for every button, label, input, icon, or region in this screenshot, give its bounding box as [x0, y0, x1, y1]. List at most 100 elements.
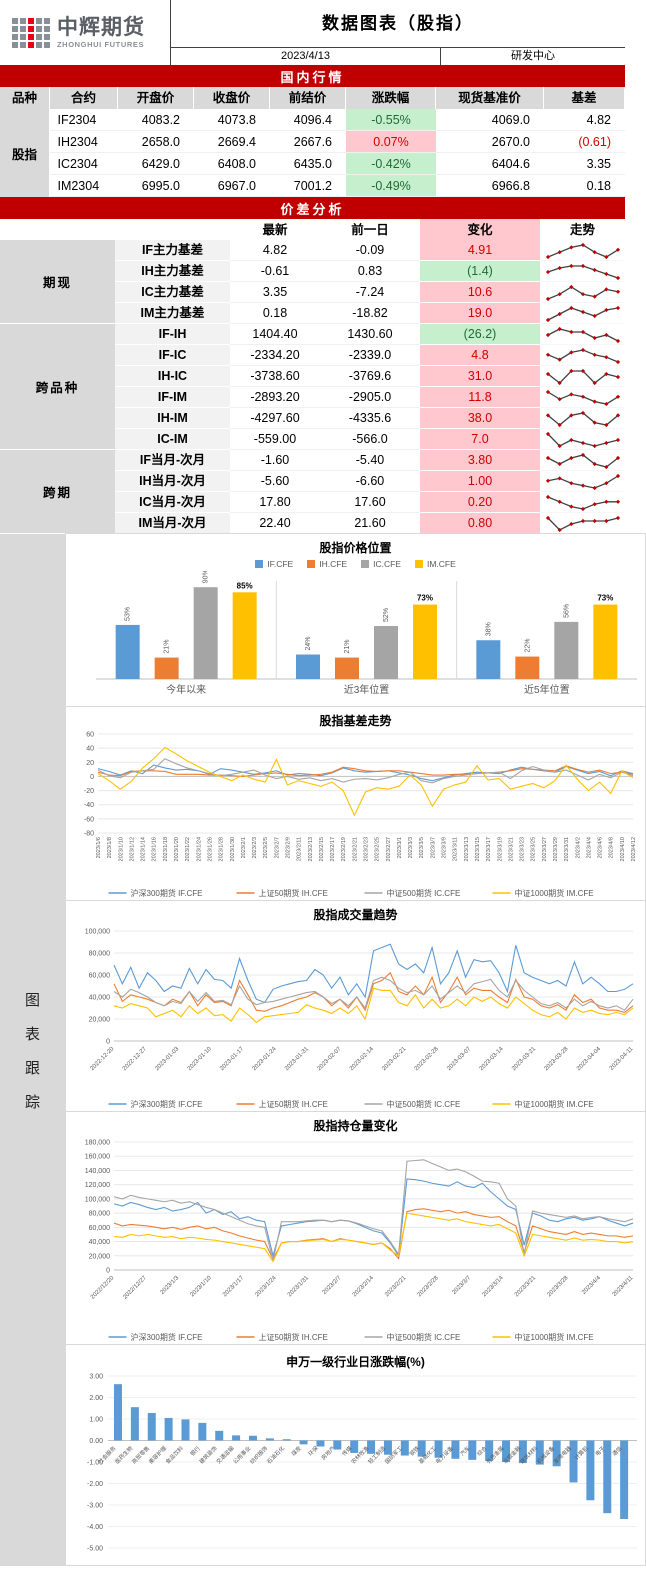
spot-benchmark-cell: 6966.8	[436, 175, 544, 197]
svg-text:0: 0	[106, 1268, 110, 1275]
spread-name-cell: IM主力基差	[115, 303, 230, 324]
trend-sparkline	[545, 389, 620, 406]
trend-sparkline	[545, 263, 620, 280]
svg-text:2023/1/12: 2023/1/12	[129, 837, 135, 861]
section-banner-spread-analysis: 价差分析	[0, 197, 625, 219]
svg-text:上证50期货 IH.CFE: 上证50期货 IH.CFE	[259, 1099, 328, 1109]
bar-传媒	[350, 1440, 359, 1453]
svg-text:2023/1/28: 2023/1/28	[219, 837, 225, 861]
svg-text:2023/3/31: 2023/3/31	[564, 837, 570, 861]
bar-IM.CFE	[413, 604, 437, 679]
report-dept: 研发中心	[511, 50, 555, 62]
trend-cell	[540, 492, 625, 513]
column-header: 基差	[544, 87, 625, 109]
trend-cell	[540, 345, 625, 366]
chart-title: 股指基差走势	[319, 714, 392, 728]
change-pct-cell: -0.55%	[346, 109, 436, 131]
trend-sparkline	[545, 242, 620, 259]
svg-text:2023/1/26: 2023/1/26	[207, 837, 213, 861]
svg-text:0.00: 0.00	[89, 1438, 103, 1445]
svg-text:100,000: 100,000	[85, 929, 110, 936]
svg-text:2023/3/5: 2023/3/5	[419, 837, 425, 858]
svg-text:80,000: 80,000	[89, 951, 111, 958]
bar-IF.CFE	[476, 640, 501, 679]
svg-text:2022/12/27: 2022/12/27	[122, 1275, 148, 1301]
svg-text:60: 60	[86, 732, 94, 739]
svg-text:53%: 53%	[125, 607, 132, 621]
chart-volume-trend: 股指成交量趋势 100,000 80,000 60,000 40,000 20,000 0…	[65, 900, 646, 1112]
svg-text:40,000: 40,000	[89, 995, 111, 1002]
previous-day-cell: -3769.6	[320, 366, 420, 387]
svg-text:2023/1/17: 2023/1/17	[222, 1275, 246, 1299]
svg-text:73%: 73%	[417, 594, 433, 603]
spread-name-cell: IF主力基差	[115, 240, 230, 261]
charts-section: 图表跟踪 股指价格位置 IF.CFE IH.CFE IC.CFE IM.CFE 53%…	[0, 533, 646, 1566]
change-cell: 1.00	[420, 471, 540, 492]
svg-text:2023-01-10: 2023-01-10	[187, 1046, 213, 1072]
chart-basis-trend: 股指基差走势 60 40 20 0 -20 -40 -60 -80 2023/1/6 2023/1…	[65, 706, 646, 901]
prev-settle-cell: 2667.6	[270, 131, 346, 153]
svg-text:20,000: 20,000	[89, 1017, 111, 1024]
bar-IH.CFE	[515, 656, 540, 679]
latest-cell: -2334.20	[230, 345, 320, 366]
svg-text:2023/1/24: 2023/1/24	[196, 837, 202, 861]
svg-text:2023/3/27: 2023/3/27	[542, 837, 548, 861]
svg-text:21%: 21%	[344, 640, 351, 654]
close-price-cell: 6967.0	[194, 175, 270, 197]
svg-text:上证50期货 IH.CFE: 上证50期货 IH.CFE	[259, 888, 328, 898]
previous-day-cell: -0.09	[320, 240, 420, 261]
svg-text:2023/3/17: 2023/3/17	[486, 837, 492, 861]
bar-房地产	[333, 1440, 342, 1450]
bar-建筑材料	[535, 1440, 544, 1465]
previous-day-cell: 1430.60	[320, 324, 420, 345]
series-沪深300期货 IF.CFE	[113, 943, 634, 1004]
svg-text:2023/2/21: 2023/2/21	[384, 1275, 408, 1299]
svg-text:2023-01-31: 2023-01-31	[284, 1046, 310, 1072]
spread-name-cell: IC-IM	[115, 429, 230, 450]
column-header: 品种	[0, 87, 50, 109]
bar-非银金融	[518, 1440, 527, 1464]
open-price-cell: 2658.0	[118, 131, 194, 153]
column-header: 走势	[569, 223, 595, 237]
bar-钢铁	[417, 1440, 426, 1457]
svg-text:22%: 22%	[524, 639, 531, 653]
latest-cell: 4.82	[230, 240, 320, 261]
svg-text:沪深300期货 IF.CFE: 沪深300期货 IF.CFE	[131, 888, 203, 898]
open-price-cell: 4083.2	[118, 109, 194, 131]
series-上证50期货 IH.CFE	[113, 971, 634, 1014]
svg-text:100,000: 100,000	[85, 1196, 110, 1203]
svg-text:52%: 52%	[383, 608, 390, 622]
svg-text:2023/3/1: 2023/3/1	[397, 837, 403, 858]
change-cell: (26.2)	[420, 324, 540, 345]
svg-text:2023/3/7: 2023/3/7	[451, 1275, 472, 1296]
bar-综合	[485, 1440, 494, 1461]
bar-商贸零售	[147, 1412, 156, 1441]
svg-text:-40: -40	[84, 802, 94, 809]
trend-sparkline	[545, 410, 620, 427]
svg-text:上证50期货 IH.CFE: 上证50期货 IH.CFE	[259, 1332, 328, 1342]
bar-电力设备	[451, 1440, 460, 1459]
svg-text:2023/4/10: 2023/4/10	[620, 837, 626, 861]
contract-cell: IF2304	[50, 109, 118, 131]
bar-IC.CFE	[554, 621, 579, 679]
series-中证500期货 IC.CFE	[97, 758, 634, 784]
svg-text:2023-02-21: 2023-02-21	[381, 1046, 407, 1072]
previous-day-cell: 21.60	[320, 513, 420, 534]
chart-title: 申万一级行业日涨跌幅(%)	[286, 1355, 425, 1369]
series-上证50期货 IH.CFE	[113, 1208, 634, 1261]
legend-swatch	[361, 559, 370, 568]
svg-text:73%: 73%	[597, 594, 613, 603]
latest-cell: -0.61	[230, 261, 320, 282]
svg-text:2023/2/14: 2023/2/14	[352, 1275, 376, 1299]
svg-text:2023/4/2: 2023/4/2	[575, 837, 581, 858]
svg-text:2023/1/8: 2023/1/8	[107, 837, 113, 858]
trend-sparkline	[545, 326, 620, 343]
svg-text:2023/3/29: 2023/3/29	[553, 837, 559, 861]
svg-text:2023-02-14: 2023-02-14	[349, 1046, 375, 1072]
change-cell: 0.20	[420, 492, 540, 513]
svg-text:中证1000期货 IM.CFE: 中证1000期货 IM.CFE	[515, 1332, 594, 1342]
svg-text:180,000: 180,000	[85, 1140, 110, 1147]
svg-text:2023/3/9: 2023/3/9	[442, 837, 448, 858]
svg-text:2023/4/4: 2023/4/4	[586, 837, 592, 858]
svg-text:24%: 24%	[305, 637, 312, 651]
